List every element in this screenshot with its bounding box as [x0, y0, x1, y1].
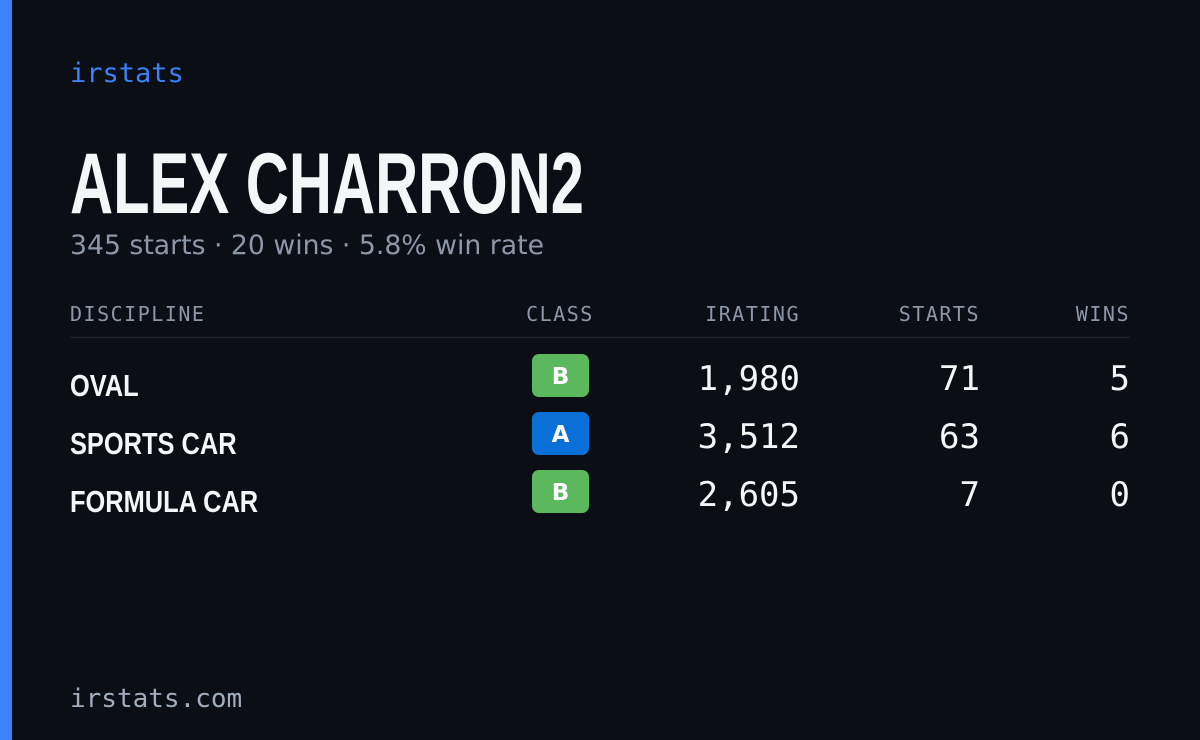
class-letter: B — [552, 364, 570, 390]
starts: 7 — [960, 475, 980, 515]
irating: 3,512 — [698, 417, 800, 457]
wins: 6 — [1110, 417, 1130, 457]
wins: 5 — [1110, 359, 1130, 399]
class-badge — [532, 470, 589, 513]
wins: 0 — [1110, 475, 1130, 515]
table-row: FORMULA CAR B 2,605 7 0 — [70, 470, 1130, 520]
column-header: CLASS — [526, 302, 594, 326]
column-header: WINS — [1076, 302, 1130, 326]
starts: 71 — [939, 359, 980, 399]
irating: 2,605 — [698, 475, 800, 515]
irating: 1,980 — [698, 359, 800, 399]
discipline: FORMULA CAR — [70, 485, 258, 520]
table-header: DISCIPLINE CLASS IRATING STARTS WINS — [70, 302, 1130, 326]
brand: irstats — [70, 58, 184, 89]
starts: 63 — [939, 417, 980, 457]
footer-site: irstats.com — [70, 684, 242, 714]
class-letter: B — [552, 480, 570, 506]
discipline: SPORTS CAR — [70, 427, 237, 462]
discipline: OVAL — [70, 369, 139, 404]
table-row: SPORTS CAR A 3,512 63 6 — [70, 412, 1130, 462]
class-letter: A — [552, 422, 570, 448]
player-name: ALEX CHARRON2 — [70, 136, 584, 232]
summary: 345 starts · 20 wins · 5.8% win rate — [70, 230, 544, 261]
column-header: DISCIPLINE — [70, 302, 205, 326]
accent-bar — [0, 0, 12, 740]
column-header: IRATING — [705, 302, 800, 326]
table-body: OVAL B 1,980 71 5 SPORTS CAR A 3,512 63 6 FORMULA … — [70, 354, 1130, 520]
column-header: STARTS — [899, 302, 980, 326]
table-row: OVAL B 1,980 71 5 — [70, 354, 1130, 404]
class-badge — [532, 354, 589, 397]
class-badge — [532, 412, 589, 455]
